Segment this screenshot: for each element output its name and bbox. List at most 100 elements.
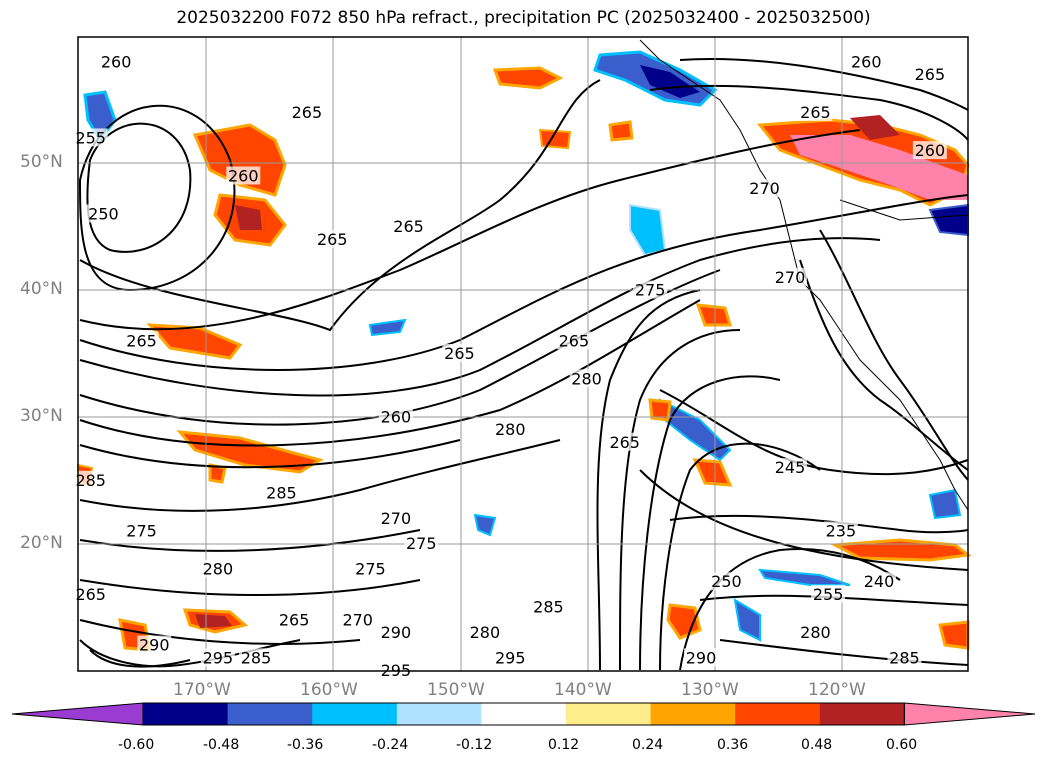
- colorbar-cell: [227, 703, 313, 725]
- contour-label: 240: [864, 572, 895, 591]
- colorbar-tick: -0.12: [456, 737, 493, 753]
- contour-label-bg: [226, 166, 261, 185]
- contour-label: 285: [889, 648, 920, 667]
- contour-label: 285: [533, 598, 564, 617]
- contour-label-bg: [124, 521, 159, 540]
- contour-label-bg: [378, 622, 413, 641]
- map-frame: [77, 36, 969, 672]
- contour-label: 280: [495, 420, 526, 439]
- colorbar-tick: -0.24: [372, 737, 409, 753]
- contour-label: 280: [571, 369, 602, 388]
- colorbar-tick: 0.60: [886, 737, 918, 753]
- contour-label-bg: [709, 572, 744, 591]
- colorbar-tick: 0.48: [801, 737, 833, 753]
- contour-label: 265: [279, 610, 310, 629]
- contour-label: 285: [75, 471, 106, 490]
- contour-label-bg: [607, 432, 642, 451]
- colorbar-tick: 0.24: [632, 737, 664, 753]
- contour-label: 265: [559, 331, 590, 350]
- contour-label: 290: [381, 623, 412, 642]
- contour-label-bg: [73, 128, 108, 147]
- contour-label-bg: [823, 521, 858, 540]
- contour-label-bg: [747, 179, 782, 198]
- contour-label-bg: [912, 65, 947, 84]
- contour-label: 270: [342, 610, 373, 629]
- contour-label-bg: [887, 648, 922, 667]
- colorbar: [11, 702, 1036, 726]
- contour-label-bg: [773, 458, 807, 477]
- lon-label-140w: 140°W: [554, 680, 612, 700]
- map-title: 2025032200 F072 850 hPa refract., precip…: [176, 8, 871, 28]
- contour-label: 265: [317, 230, 348, 249]
- contour-label: 285: [266, 483, 297, 502]
- contour-label: 265: [444, 344, 475, 363]
- colorbar-extend-low: [11, 702, 144, 726]
- contour-label-bg: [73, 584, 108, 603]
- contour-label-bg: [378, 661, 413, 679]
- contour-label: 265: [393, 217, 424, 236]
- contour-label-bg: [340, 610, 375, 629]
- contour-label-bg: [137, 635, 172, 654]
- contour-label-bg: [378, 407, 413, 426]
- contour-label-bg: [442, 344, 477, 362]
- contour-label: 295: [203, 648, 234, 667]
- contour-label: 280: [203, 560, 234, 579]
- lat-label-50n: 50°N: [20, 152, 63, 172]
- contour-label: 265: [609, 433, 640, 452]
- contour-label: 265: [75, 585, 106, 604]
- graticule: [78, 37, 968, 671]
- contour-label: 260: [915, 141, 946, 160]
- contour-label-bg: [289, 103, 324, 122]
- contour-label: 260: [381, 407, 412, 426]
- contour-label-bg: [684, 648, 718, 667]
- lon-label-150w: 150°W: [427, 680, 485, 700]
- contour-label-bg: [633, 280, 668, 299]
- contour-label: 260: [101, 52, 132, 71]
- contour-label-bg: [404, 534, 439, 553]
- contour-label-bg: [124, 331, 159, 350]
- contour-label-bg: [773, 267, 807, 286]
- contour-label-bg: [912, 141, 947, 160]
- lon-label-120w: 120°W: [808, 680, 866, 700]
- colorbar-tick: 0.12: [548, 737, 580, 753]
- contour-label: 280: [470, 623, 501, 642]
- contour-label-bg: [378, 508, 413, 527]
- contour-label-bg: [556, 331, 591, 350]
- contour-label-bg: [99, 52, 134, 71]
- lat-label-20n: 20°N: [20, 533, 63, 553]
- colorbar-tick: -0.60: [118, 737, 155, 753]
- contour-label-bg: [277, 610, 312, 629]
- colorbar-tick: -0.36: [287, 737, 324, 753]
- contour-label-bg: [798, 622, 833, 641]
- contour-label-bg: [264, 483, 299, 502]
- colorbar-cell: [735, 703, 821, 725]
- contour-label: 260: [228, 166, 259, 185]
- colorbar-cell: [143, 703, 229, 725]
- contour-label-bg: [798, 103, 833, 122]
- contour-label: 265: [292, 103, 323, 122]
- contour-label-bg: [862, 572, 896, 591]
- contour-label: 270: [381, 509, 412, 528]
- contour-label: 255: [75, 128, 106, 147]
- colorbar-frame: [142, 702, 905, 726]
- lat-label-40n: 40°N: [20, 279, 63, 299]
- contour-label: 280: [800, 623, 831, 642]
- contour-label-bg: [493, 420, 528, 439]
- colorbar-extend-high: [903, 702, 1036, 726]
- contour-label: 260: [851, 52, 882, 71]
- contour-label-bg: [73, 470, 108, 489]
- colorbar-cell: [650, 703, 736, 725]
- contour-label: 290: [686, 648, 717, 667]
- contour-label: 255: [813, 585, 844, 604]
- contour-label: 285: [241, 648, 272, 667]
- contour-label-bg: [353, 559, 388, 578]
- colorbar-tick: -0.48: [203, 737, 240, 753]
- contour-label-bg: [200, 559, 235, 578]
- colorbar-cell: [481, 703, 567, 725]
- contour-label: 250: [711, 572, 742, 591]
- lon-label-170w: 170°W: [173, 680, 231, 700]
- refractivity-contours: [78, 58, 969, 671]
- contour-label: 275: [406, 534, 437, 553]
- colorbar-cell: [396, 703, 482, 725]
